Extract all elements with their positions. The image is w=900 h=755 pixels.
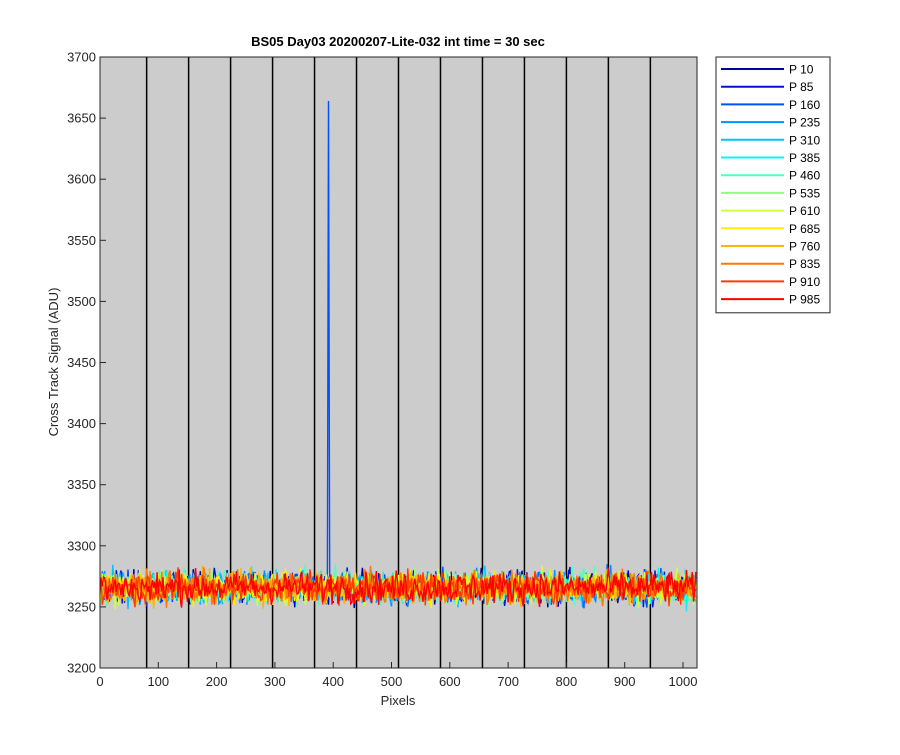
legend-entry-label: P 10: [789, 63, 814, 77]
legend-entry-label: P 235: [789, 116, 820, 130]
y-tick-label: 3450: [67, 355, 96, 370]
legend-entry-label: P 685: [789, 222, 820, 236]
y-tick-label: 3250: [67, 599, 96, 614]
y-tick-label: 3500: [67, 294, 96, 309]
legend-entry-label: P 610: [789, 204, 820, 218]
legend-entry-label: P 85: [789, 80, 814, 94]
x-tick-label: 900: [614, 674, 636, 689]
y-axis-label: Cross Track Signal (ADU): [46, 288, 61, 437]
y-tick-label: 3650: [67, 111, 96, 126]
legend-entry-label: P 535: [789, 186, 820, 200]
y-tick-label: 3200: [67, 661, 96, 676]
legend-entry-label: P 310: [789, 133, 820, 147]
legend-entry-label: P 985: [789, 293, 820, 307]
legend-box: [715, 56, 831, 314]
legend-entry-label: P 460: [789, 169, 820, 183]
x-axis-label: Pixels: [381, 693, 416, 708]
x-tick-label: 0: [96, 674, 103, 689]
y-tick-label: 3550: [67, 233, 96, 248]
x-tick-label: 700: [497, 674, 519, 689]
series-line-p-910: [100, 567, 697, 608]
y-tick-label: 3600: [67, 172, 96, 187]
legend: P 10 P 85 P 160 P 235 P 310 P 385 P 460 P 535 P …: [715, 56, 831, 314]
y-tick-label: 3300: [67, 538, 96, 553]
x-tick-label: 1000: [669, 674, 698, 689]
x-tick-label: 200: [206, 674, 228, 689]
x-tick-label: 600: [439, 674, 461, 689]
plot-area: 0 100 200 300 400 500 600 700 800 900 1000 3200 3250…: [67, 50, 698, 689]
chart-title: BS05 Day03 20200207-Lite-032 int time = …: [251, 34, 545, 49]
series-line-p-985: [100, 567, 697, 608]
x-tick-label: 500: [381, 674, 403, 689]
y-tick-label: 3400: [67, 416, 96, 431]
legend-entry-label: P 160: [789, 98, 820, 112]
y-tick-label: 3350: [67, 477, 96, 492]
x-tick-label: 100: [147, 674, 169, 689]
legend-entry-label: P 835: [789, 257, 820, 271]
x-tick-label: 300: [264, 674, 286, 689]
legend-entry-label: P 385: [789, 151, 820, 165]
y-tick-label: 3700: [67, 50, 96, 65]
legend-entry-label: P 910: [789, 275, 820, 289]
x-tick-label: 800: [556, 674, 578, 689]
legend-entry-label: P 760: [789, 240, 820, 254]
x-tick-label: 400: [322, 674, 344, 689]
series-lines: [100, 100, 697, 612]
